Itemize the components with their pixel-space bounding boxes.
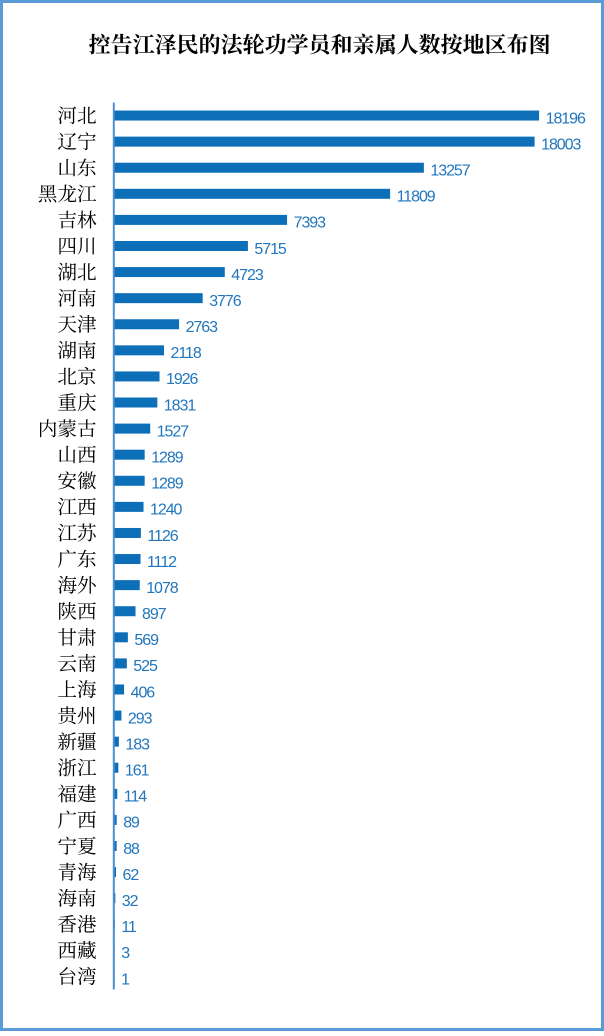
svg-text:2118: 2118: [171, 345, 202, 362]
svg-text:7393: 7393: [294, 215, 327, 232]
svg-text:13257: 13257: [430, 163, 470, 180]
svg-text:1289: 1289: [151, 450, 184, 467]
svg-text:89: 89: [123, 815, 140, 832]
svg-text:525: 525: [133, 658, 158, 675]
svg-text:3: 3: [121, 945, 130, 962]
svg-text:406: 406: [131, 684, 156, 701]
svg-text:1527: 1527: [157, 423, 190, 440]
svg-text:18196: 18196: [546, 110, 586, 127]
svg-text:11: 11: [121, 919, 137, 936]
svg-text:32: 32: [122, 893, 139, 910]
svg-text:1240: 1240: [150, 502, 183, 519]
svg-text:897: 897: [142, 606, 167, 623]
svg-text:88: 88: [123, 841, 140, 858]
svg-text:5715: 5715: [254, 241, 287, 258]
svg-text:2763: 2763: [186, 319, 219, 336]
svg-text:62: 62: [123, 867, 140, 884]
svg-text:1831: 1831: [164, 397, 197, 414]
svg-text:114: 114: [124, 789, 148, 806]
svg-text:1: 1: [121, 971, 130, 988]
svg-text:1126: 1126: [147, 528, 178, 545]
svg-text:1926: 1926: [166, 371, 199, 388]
svg-text:1289: 1289: [151, 476, 184, 493]
svg-text:18003: 18003: [541, 136, 581, 153]
svg-text:183: 183: [125, 737, 150, 754]
svg-text:4723: 4723: [231, 267, 264, 284]
svg-text:569: 569: [134, 632, 159, 649]
svg-text:3776: 3776: [209, 293, 242, 310]
svg-text:161: 161: [125, 763, 150, 780]
svg-text:293: 293: [128, 710, 153, 727]
svg-text:1112: 1112: [147, 554, 177, 571]
svg-text:1078: 1078: [146, 580, 179, 597]
svg-text:11809: 11809: [397, 189, 436, 206]
